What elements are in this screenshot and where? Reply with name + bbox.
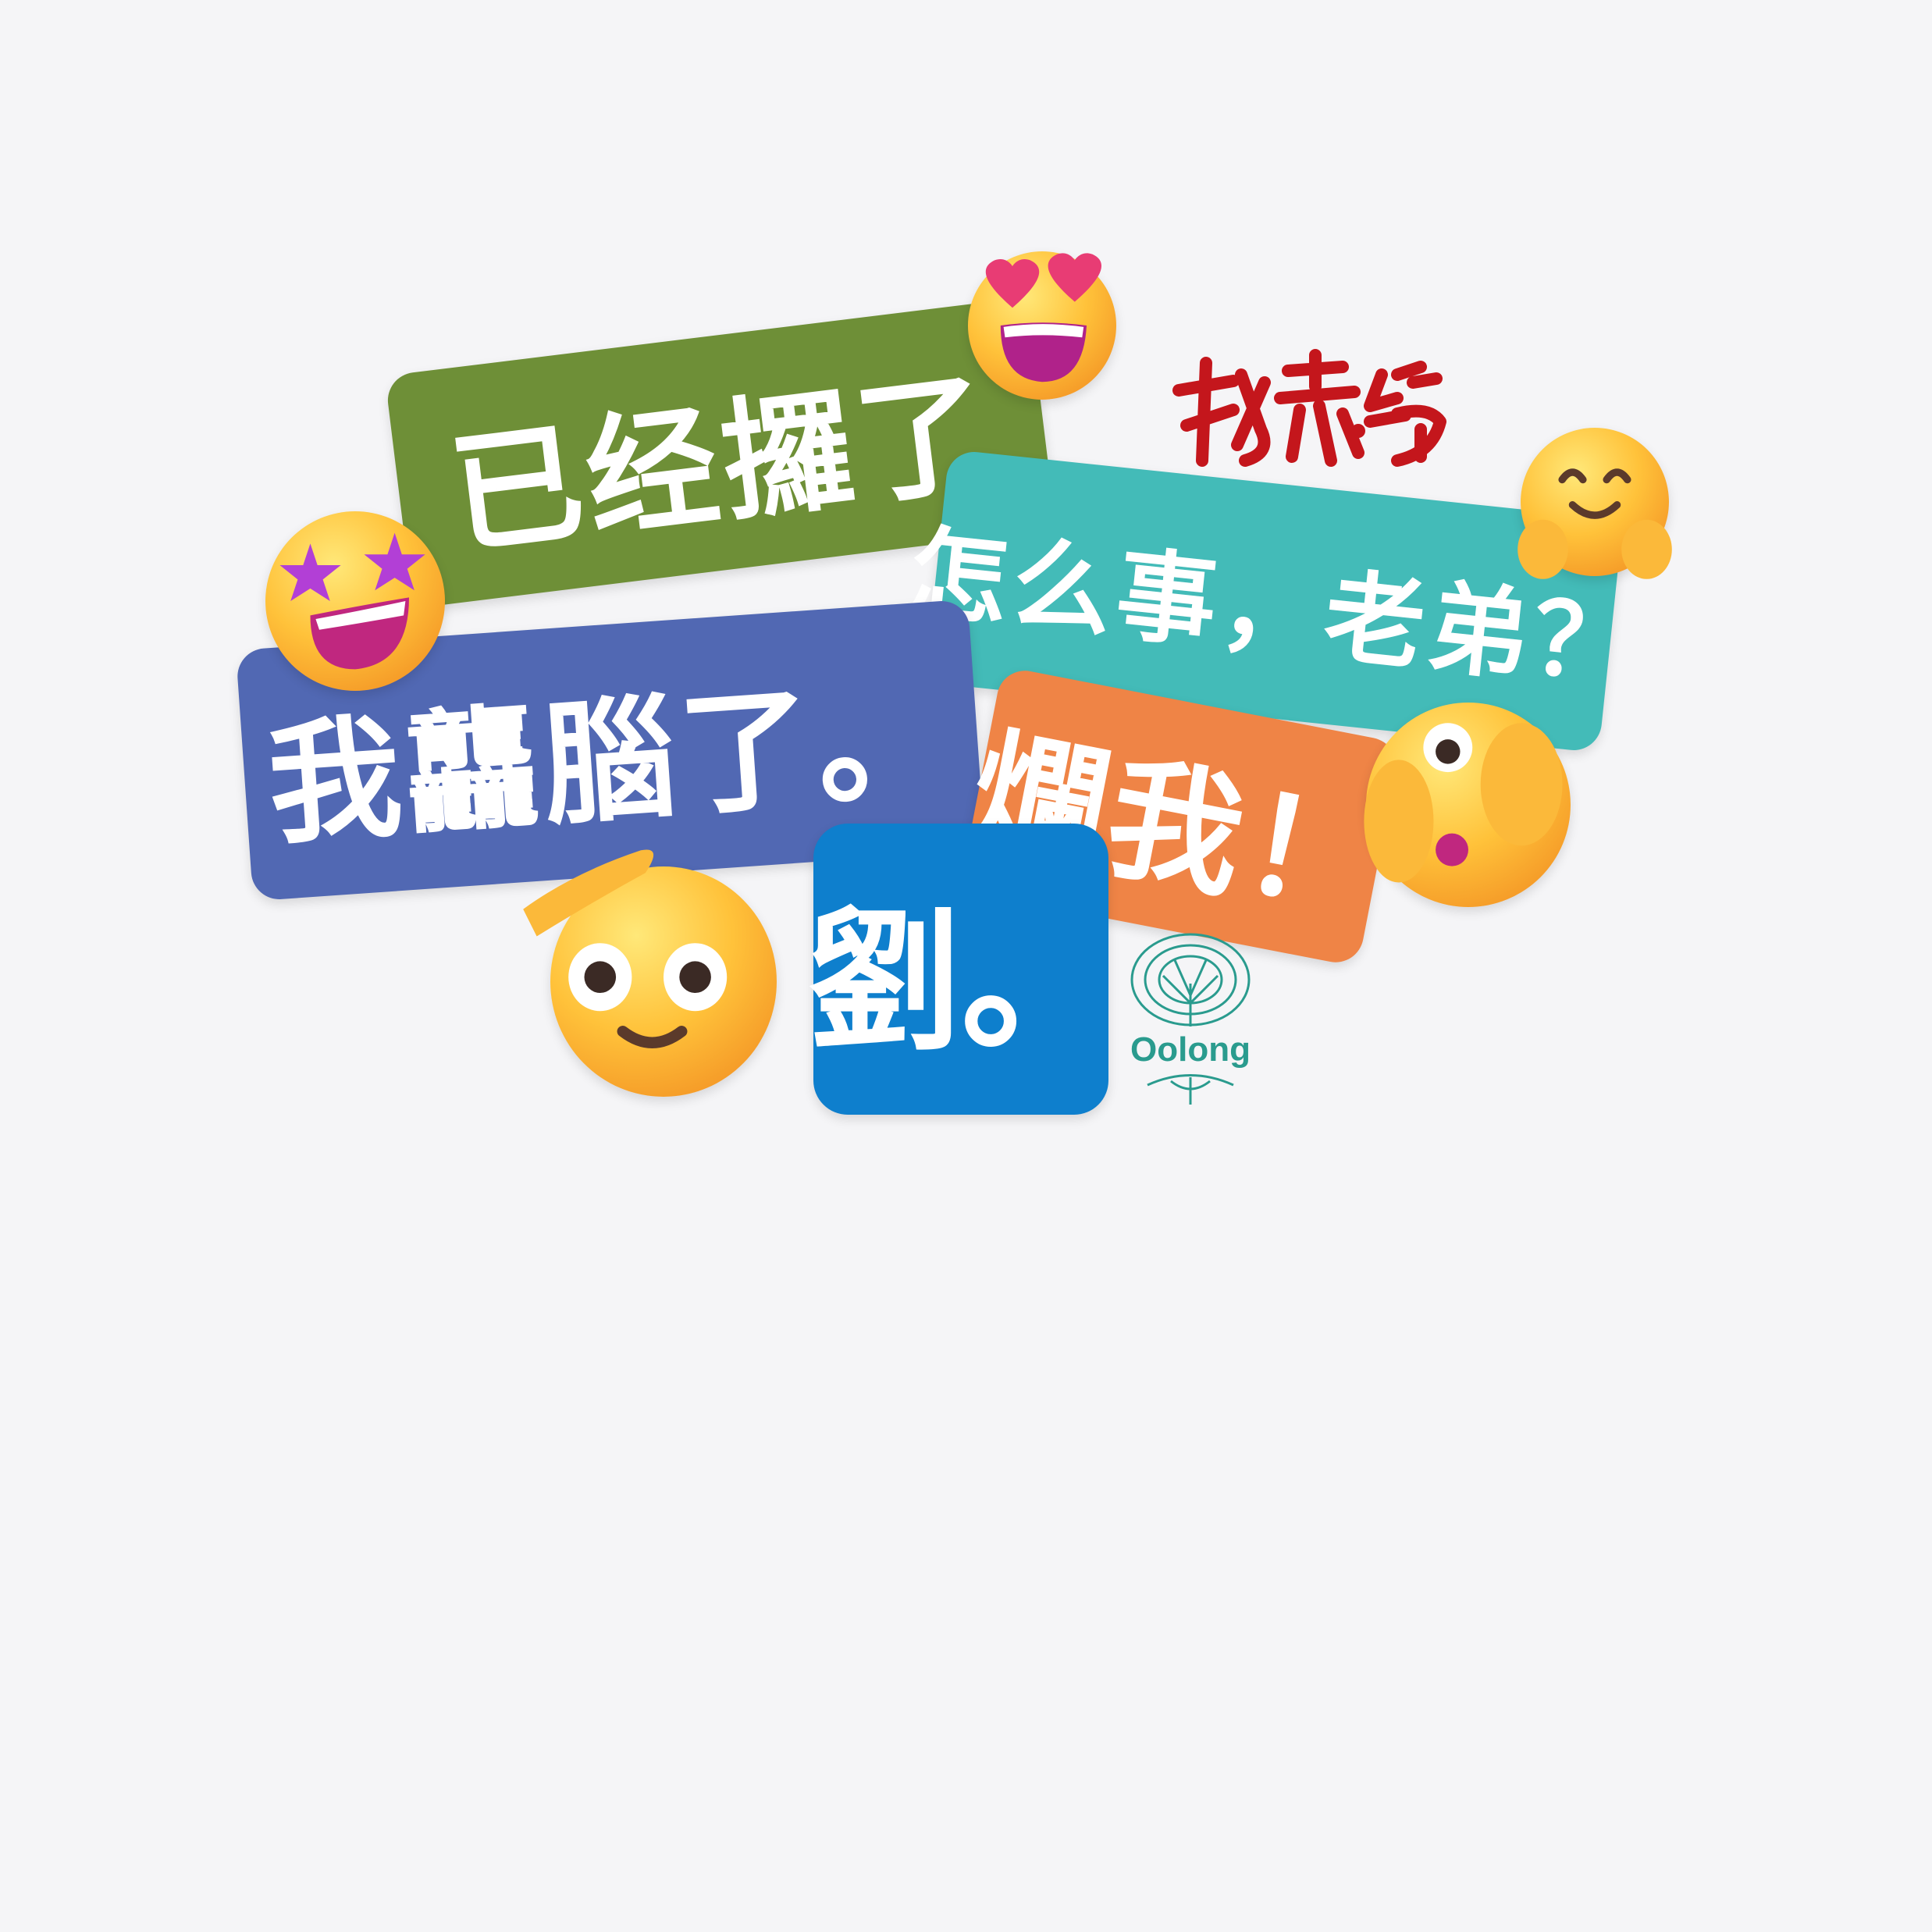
tree-icon [1130, 933, 1251, 1105]
star-struck-icon [265, 511, 445, 691]
oolong-logo: Oolong [1116, 929, 1265, 1108]
saluting-face-icon [523, 849, 777, 1097]
hugging-face-icon [1517, 428, 1672, 579]
sticker-square-text: 劉。 [808, 894, 1115, 1072]
signature-logo-drawing [1172, 349, 1446, 467]
face-with-peeking-eye-icon [1364, 703, 1571, 907]
oolong-brand-text: Oolong [1130, 1030, 1251, 1069]
signature-logo [1163, 343, 1460, 484]
sticker-square: 劉。 [808, 824, 1114, 1115]
heart-eyes-icon [968, 251, 1116, 400]
